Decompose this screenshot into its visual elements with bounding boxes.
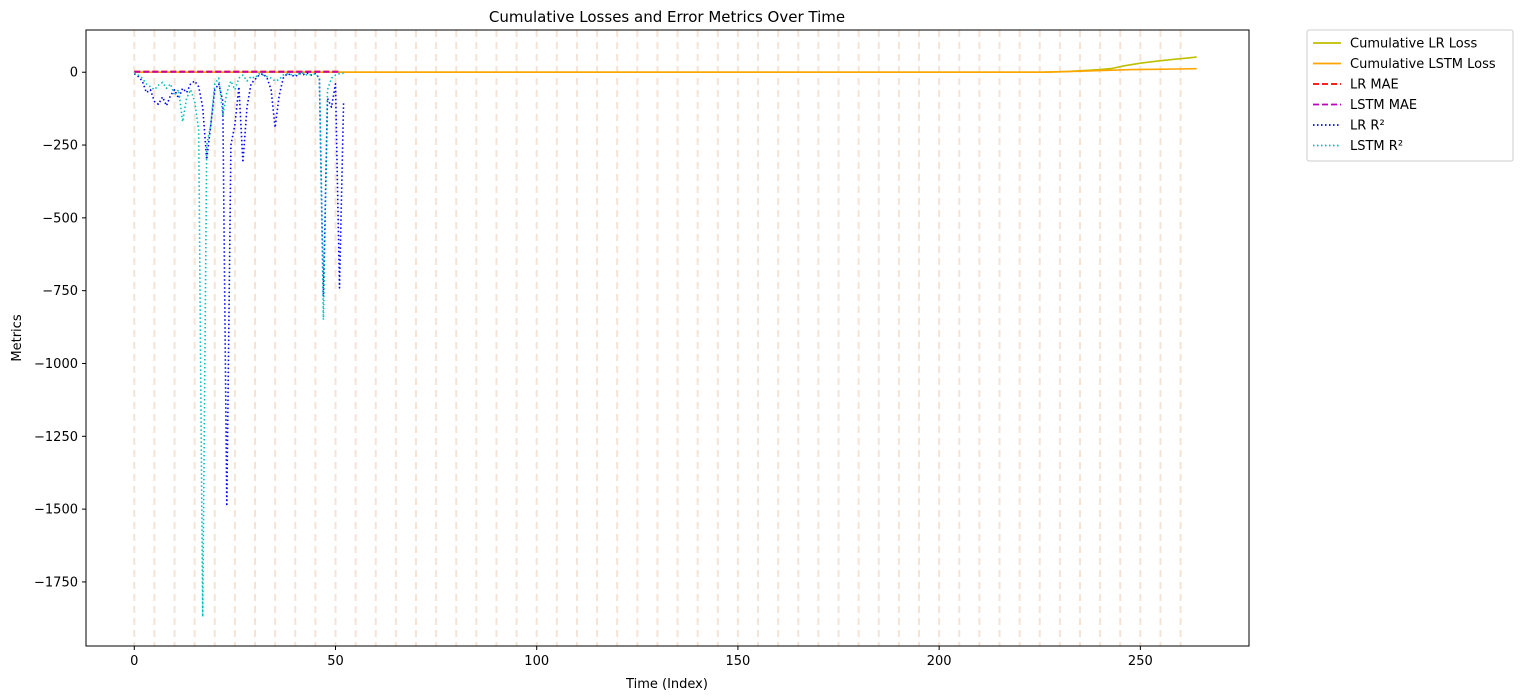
- y-tick-label-2: −500: [42, 211, 78, 226]
- legend-label-0: Cumulative LR Loss: [1350, 37, 1477, 52]
- x-tick-label-0: 0: [130, 654, 138, 669]
- chart-title: Cumulative Losses and Error Metrics Over…: [489, 8, 845, 26]
- series-line-0: [134, 56, 1197, 73]
- plot-frame: [85, 29, 1250, 647]
- legend-label-1: Cumulative LSTM Loss: [1350, 57, 1496, 72]
- y-tick-label-1: −250: [42, 139, 78, 154]
- x-tick-label-5: 250: [1128, 654, 1153, 669]
- x-tick-label-1: 50: [327, 654, 344, 669]
- y-axis-ticks: 0 −250 −500 −750 −1000 −1250 −1500 −1750: [34, 66, 86, 590]
- series-line-5: [133, 72, 344, 618]
- y-tick-label-6: −1500: [34, 503, 78, 518]
- x-axis-label: Time (Index): [625, 677, 708, 692]
- y-tick-label-4: −1000: [34, 357, 78, 372]
- y-tick-label-7: −1750: [34, 575, 78, 590]
- y-axis-label: Metrics: [10, 314, 25, 361]
- plot-series: [133, 56, 1197, 618]
- legend-frame: [1306, 29, 1514, 162]
- series-line-1: [134, 67, 1197, 73]
- legend: Cumulative LR Loss Cumulative LSTM Loss LR…: [1306, 29, 1514, 162]
- x-tick-label-3: 150: [726, 654, 751, 669]
- x-tick-label-4: 200: [927, 654, 952, 669]
- legend-label-3: LSTM MAE: [1350, 98, 1417, 113]
- series-line-4: [133, 72, 345, 508]
- y-tick-label-0: 0: [70, 66, 78, 81]
- x-axis-ticks: 0 50 100 150 200 250: [130, 646, 1153, 669]
- vertical-guide-lines: [133, 30, 1182, 646]
- legend-label-4: LR R²: [1350, 119, 1385, 134]
- x-tick-label-2: 100: [524, 654, 549, 669]
- y-tick-label-3: −750: [42, 284, 78, 299]
- legend-label-5: LSTM R²: [1350, 139, 1403, 154]
- legend-label-2: LR MAE: [1350, 78, 1399, 93]
- y-tick-label-5: −1250: [34, 430, 78, 445]
